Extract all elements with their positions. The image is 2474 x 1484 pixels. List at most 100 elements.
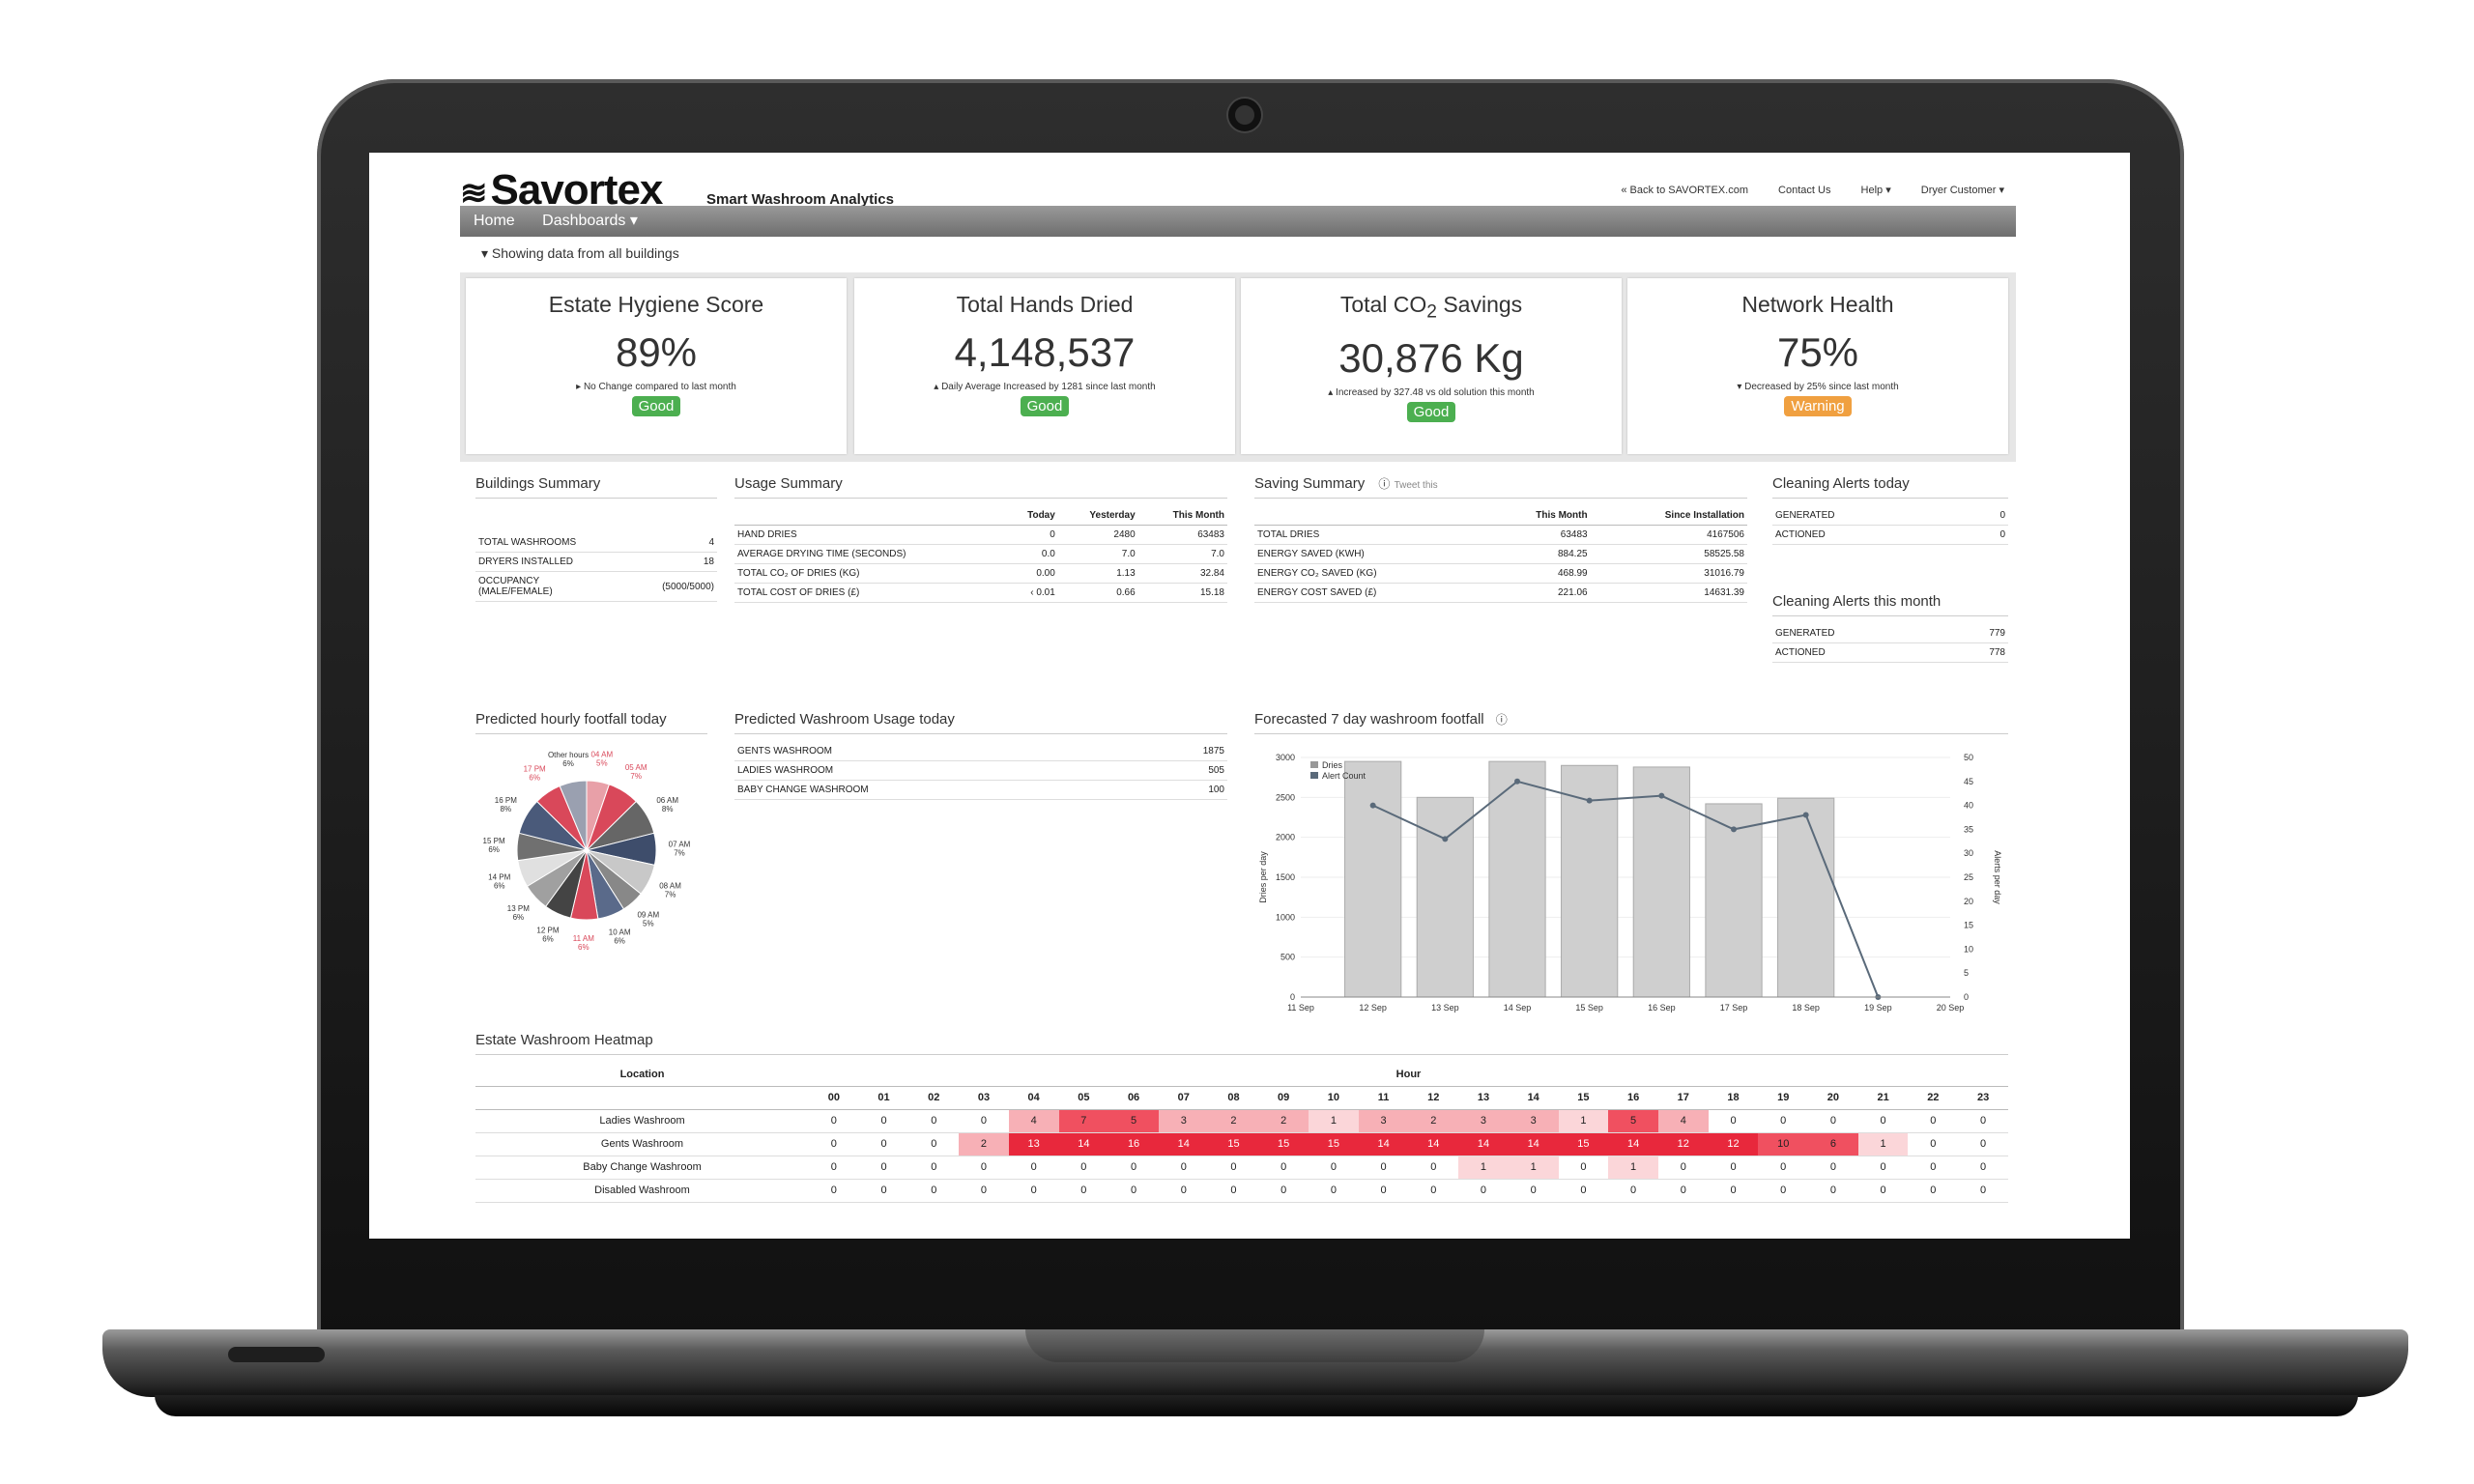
heatmap-cell: 0 <box>1708 1109 1759 1133</box>
pie-label: 09 AM <box>637 911 659 920</box>
heatmap-cell: 10 <box>1758 1132 1809 1156</box>
y2-tick-label: 35 <box>1964 824 1973 834</box>
heatmap-cell: 0 <box>1857 1156 1909 1180</box>
legend-swatch-alerts <box>1310 772 1318 779</box>
kpi-title-sub: 2 <box>1426 301 1437 323</box>
info-icon[interactable]: ⓘ <box>1378 477 1391 491</box>
heatmap-cell: 0 <box>1857 1179 1909 1203</box>
heatmap-cell: 0 <box>858 1156 909 1180</box>
tweet-link[interactable]: Tweet this <box>1394 480 1438 491</box>
buildings-table: TOTAL WASHROOMS 4 DRYERS INSTALLED 18 OCCU… <box>475 533 717 602</box>
x-tick-label: 12 Sep <box>1359 1003 1387 1013</box>
footfall-pie-chart: 04 AM5% 05 AM7%06 AM8%07 AM7%08 AM7%09 AM… <box>483 750 691 952</box>
hour-col-header: 14 <box>1508 1086 1559 1110</box>
y-tick-label: 2500 <box>1276 792 1295 802</box>
row-value: (5000/5000) <box>591 571 717 602</box>
heatmap-cell: 3 <box>1358 1109 1409 1133</box>
info-icon[interactable]: ⓘ <box>1495 713 1508 727</box>
cell: 0 <box>1005 525 1058 545</box>
heatmap-cell: 1 <box>1857 1132 1909 1156</box>
y-axis-label: Dries per day <box>1258 851 1268 903</box>
pie-pct: 5% <box>596 758 608 767</box>
row-label: TOTAL WASHROOMS <box>475 533 591 553</box>
kpi-title-after: Savings <box>1436 292 1523 317</box>
panel-title: Predicted hourly footfall today <box>475 711 707 734</box>
table-row: TOTAL COST OF DRIES (£) ‹ 0.01 0.66 15.18 <box>734 583 1227 603</box>
pie-pct: 5% <box>643 920 654 928</box>
panel-title: Cleaning Alerts today <box>1772 475 2008 499</box>
heatmap-cell: 15 <box>1208 1132 1259 1156</box>
y-tick-label: 2000 <box>1276 833 1295 842</box>
heatmap-cell: 0 <box>1058 1156 1109 1180</box>
heatmap-cell: 3 <box>1508 1109 1559 1133</box>
table-row: Disabled Washroom 0 0 0 0 0 0 0 0 0 0 0 0 0 0 0 0 0 0 0 0 0 0 0… <box>475 1179 2008 1203</box>
y2-tick-label: 5 <box>1964 968 1969 978</box>
hour-col-header: 15 <box>1558 1086 1609 1110</box>
nav-home[interactable]: Home <box>474 213 515 229</box>
heatmap-cell: 0 <box>1908 1156 1959 1180</box>
forecast-panel: Forecasted 7 day washroom footfall ⓘ 0 50… <box>1254 711 2008 1029</box>
help-menu[interactable]: Help ▾ <box>1860 185 1891 196</box>
hour-col-header: 17 <box>1657 1086 1709 1110</box>
table-row: OCCUPANCY (MALE/FEMALE) (5000/5000) <box>475 571 717 602</box>
row-value: 0 <box>1973 506 2008 526</box>
x-tick-label: 14 Sep <box>1504 1003 1532 1013</box>
nav-dashboards[interactable]: Dashboards ▾ <box>542 213 638 229</box>
hour-col-header: 11 <box>1358 1086 1409 1110</box>
contact-link[interactable]: Contact Us <box>1778 185 1831 196</box>
heatmap-cell: 0 <box>1108 1179 1159 1203</box>
heatmap-cell: 2 <box>1408 1109 1459 1133</box>
row-label: ENERGY SAVED (KWH) <box>1254 544 1485 564</box>
bar <box>1632 766 1690 998</box>
row-value: 18 <box>591 552 717 572</box>
hour-col-header: 12 <box>1408 1086 1459 1110</box>
heatmap-cell: 0 <box>959 1179 1009 1203</box>
row-label: OCCUPANCY (MALE/FEMALE) <box>475 571 591 602</box>
table-row: Location Hour <box>475 1063 2008 1087</box>
pie-pct: 6% <box>562 759 574 768</box>
table-row: GENERATED 779 <box>1772 624 2008 643</box>
hour-col-header: 06 <box>1108 1086 1159 1110</box>
kpi-network: Network Health 75% ▾ Decreased by 25% si… <box>1627 278 2008 454</box>
scope-toggle[interactable]: ▾ Showing data from all buildings <box>481 245 679 261</box>
kpi-title: Estate Hygiene Score <box>548 292 764 317</box>
alert-point <box>1658 792 1665 799</box>
header: ≋Savortex Smart Washroom Analytics « Bac… <box>460 162 2016 216</box>
col-header: Yesterday <box>1057 506 1138 526</box>
hour-col-header: 21 <box>1857 1086 1909 1110</box>
cell: 2480 <box>1057 525 1138 545</box>
panel-title: Buildings Summary <box>475 475 717 499</box>
pie-pct: 6% <box>578 943 590 952</box>
col-header: Since Installation <box>1590 506 1747 526</box>
hour-col-header: 23 <box>1958 1086 2008 1110</box>
heatmap-cell: 0 <box>1558 1156 1609 1180</box>
heatmap-cell: 5 <box>1608 1109 1658 1133</box>
back-link[interactable]: « Back to SAVORTEX.com <box>1621 185 1748 196</box>
kpi-row: Estate Hygiene Score 89% ▸ No Change com… <box>460 272 2016 462</box>
heatmap-cell: 0 <box>1908 1132 1959 1156</box>
cell: 58525.58 <box>1590 544 1747 564</box>
heatmap-cell: 0 <box>1208 1179 1259 1203</box>
heatmap-cell: 0 <box>1808 1109 1858 1133</box>
y-tick-label: 3000 <box>1276 753 1295 762</box>
user-menu[interactable]: Dryer Customer ▾ <box>1920 185 2004 196</box>
cell: 15.18 <box>1137 583 1227 603</box>
wave-logo-icon: ≋ <box>460 175 487 212</box>
heatmap-cell: 0 <box>1208 1156 1259 1180</box>
heatmap-cell: 1 <box>1608 1156 1658 1180</box>
brand-logo[interactable]: ≋Savortex <box>460 166 663 214</box>
table-row: ENERGY SAVED (KWH) 884.25 58525.58 <box>1254 544 1747 564</box>
cell: 0.00 <box>1005 563 1058 584</box>
heatmap-cell: 0 <box>1108 1156 1159 1180</box>
heatmap-cell: 1 <box>1309 1109 1359 1133</box>
heatmap-cell: 0 <box>1008 1179 1059 1203</box>
hour-col-header: 03 <box>959 1086 1009 1110</box>
hour-col-header: 22 <box>1908 1086 1959 1110</box>
bar <box>1561 764 1619 998</box>
cell: 31016.79 <box>1590 563 1747 584</box>
cell: 0.0 <box>1005 544 1058 564</box>
kpi-subtext: ▴ Increased by 327.48 vs old solution th… <box>1328 386 1535 398</box>
heatmap-cell: 2 <box>959 1132 1009 1156</box>
heatmap-cell: 0 <box>1458 1179 1509 1203</box>
heatmap-cell: 0 <box>908 1109 960 1133</box>
